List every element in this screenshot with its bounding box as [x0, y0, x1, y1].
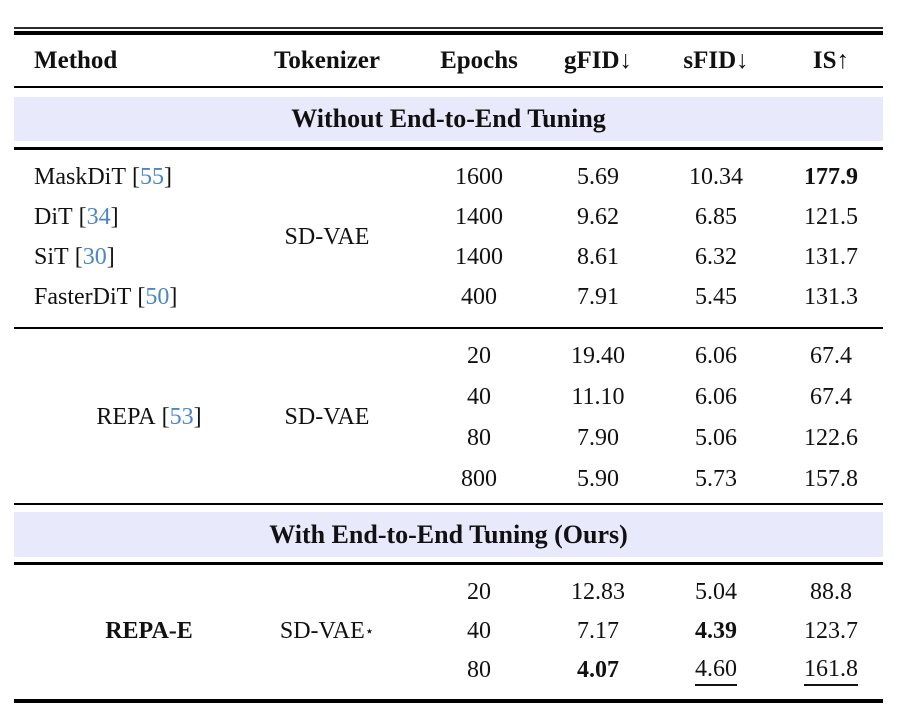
sfid-cell: 10.34	[689, 163, 743, 190]
up-arrow-icon: ↑	[836, 47, 850, 74]
method-cell: SiT [30]	[34, 243, 115, 270]
section-band-without: Without End-to-End Tuning	[14, 97, 883, 141]
band2-bottom-rule	[14, 562, 883, 565]
sfid-cell: 6.85	[695, 203, 737, 230]
tokenizer-span-cell: SD-VAE	[284, 404, 370, 430]
epochs-cell: 800	[461, 465, 497, 492]
sfid-cell: 6.06	[695, 383, 737, 410]
is-cell: 131.3	[804, 283, 858, 310]
sfid-cell: 5.45	[695, 283, 737, 310]
top-rule-thin	[14, 27, 883, 29]
section-title: Without End-to-End Tuning	[291, 104, 606, 133]
table-row-repa-80: 80 7.90 5.06 122.6	[0, 418, 897, 458]
citation-link[interactable]: 34	[86, 203, 111, 230]
block-separator-rule	[14, 327, 883, 329]
gfid-cell: 9.62	[577, 203, 619, 230]
table-row-maskdit: MaskDiT [55] 1600 5.69 10.34 177.9	[0, 157, 897, 197]
sfid-cell: 5.73	[695, 465, 737, 492]
table-row-repa-40: 40 11.10 6.06 67.4	[0, 377, 897, 417]
gfid-cell: 7.91	[577, 283, 619, 310]
sfid-cell: 4.60	[661, 651, 771, 690]
top-rule-thick	[14, 31, 883, 35]
method-span-cell-repa-e: REPA-E	[105, 618, 193, 644]
sfid-cell: 6.06	[695, 342, 737, 369]
column-header-gfid: gFID ↓	[563, 47, 633, 74]
table-row-repae-80: 80 4.07 4.60 161.8	[0, 651, 897, 690]
sfid-cell: 5.04	[695, 579, 737, 605]
is-cell: 122.6	[804, 424, 858, 451]
citation-link[interactable]: 53	[169, 404, 194, 430]
column-header-is: IS ↑	[812, 47, 850, 74]
table-row-repae-20: 20 12.83 5.04 88.8	[0, 573, 897, 612]
epochs-cell: 400	[461, 283, 497, 310]
is-cell: 123.7	[804, 618, 858, 644]
column-header-tokenizer: Tokenizer	[273, 47, 381, 74]
is-cell: 131.7	[804, 243, 858, 270]
is-cell: 177.9	[804, 163, 858, 190]
method-cell: MaskDiT [55]	[34, 163, 172, 190]
method-cell: DiT [34]	[34, 203, 119, 230]
sfid-cell: 4.39	[695, 618, 737, 644]
gfid-cell: 7.17	[577, 618, 619, 644]
column-header-epochs: Epochs	[440, 47, 518, 74]
epochs-cell: 1400	[455, 203, 503, 230]
epochs-cell: 1600	[455, 163, 503, 190]
epochs-cell: 80	[467, 424, 491, 451]
gfid-cell: 19.40	[571, 342, 625, 369]
column-header-sfid: sFID ↓	[683, 47, 749, 74]
gfid-cell: 12.83	[571, 579, 625, 605]
section-band-background	[14, 512, 883, 557]
gfid-cell: 5.69	[577, 163, 619, 190]
epochs-cell: 80	[467, 657, 491, 683]
epochs-cell: 40	[467, 618, 491, 644]
is-cell: 161.8	[776, 651, 886, 690]
gfid-cell: 5.90	[577, 465, 619, 492]
gfid-cell: 11.10	[571, 383, 625, 410]
column-header-method: Method	[34, 47, 118, 74]
citation-link[interactable]: 55	[140, 163, 164, 190]
table-row-repa-20: 20 19.40 6.06 67.4	[0, 336, 897, 376]
table-row-repa-800: 800 5.90 5.73 157.8	[0, 459, 897, 499]
epochs-cell: 20	[467, 579, 491, 605]
table-row-dit: DiT [34] 1400 9.62 6.85 121.5	[0, 197, 897, 237]
sfid-cell: 5.06	[695, 424, 737, 451]
is-cell: 121.5	[804, 203, 858, 230]
is-cell: 157.8	[804, 465, 858, 492]
is-cell: 67.4	[810, 342, 852, 369]
down-arrow-icon: ↓	[619, 47, 633, 74]
citation-link[interactable]: 50	[145, 283, 170, 310]
gfid-cell: 7.90	[577, 424, 619, 451]
epochs-cell: 1400	[455, 243, 503, 270]
bottom-rule	[14, 699, 883, 703]
band1-bottom-rule	[14, 147, 883, 150]
section-band-background	[14, 97, 883, 141]
method-span-cell-repa: REPA [53]	[96, 404, 202, 430]
header-row: Method Tokenizer Epochs gFID ↓ sFID ↓ IS ↑	[0, 40, 897, 82]
sfid-cell: 6.32	[695, 243, 737, 270]
section-band-with: With End-to-End Tuning (Ours)	[14, 512, 883, 557]
epochs-cell: 20	[467, 342, 491, 369]
method-cell: FasterDiT [50]	[34, 283, 178, 310]
tokenizer-span-cell: SD-VAE ⋆	[279, 618, 375, 644]
table-row-fasterdit: FasterDiT [50] 400 7.91 5.45 131.3	[0, 277, 897, 317]
gfid-cell: 4.07	[577, 657, 619, 683]
tokenizer-span-cell: SD-VAE	[284, 223, 370, 250]
gfid-cell: 8.61	[577, 243, 619, 270]
table-row-repae-40: 40 7.17 4.39 123.7	[0, 612, 897, 651]
band2-top-rule	[14, 503, 883, 505]
is-cell: 67.4	[810, 383, 852, 410]
is-cell: 88.8	[810, 579, 852, 605]
header-rule	[14, 86, 883, 88]
epochs-cell: 40	[467, 383, 491, 410]
citation-link[interactable]: 30	[82, 243, 107, 270]
down-arrow-icon: ↓	[736, 47, 749, 74]
table-row-sit: SiT [30] 1400 8.61 6.32 131.7	[0, 237, 897, 277]
section-title: With End-to-End Tuning (Ours)	[269, 519, 628, 549]
